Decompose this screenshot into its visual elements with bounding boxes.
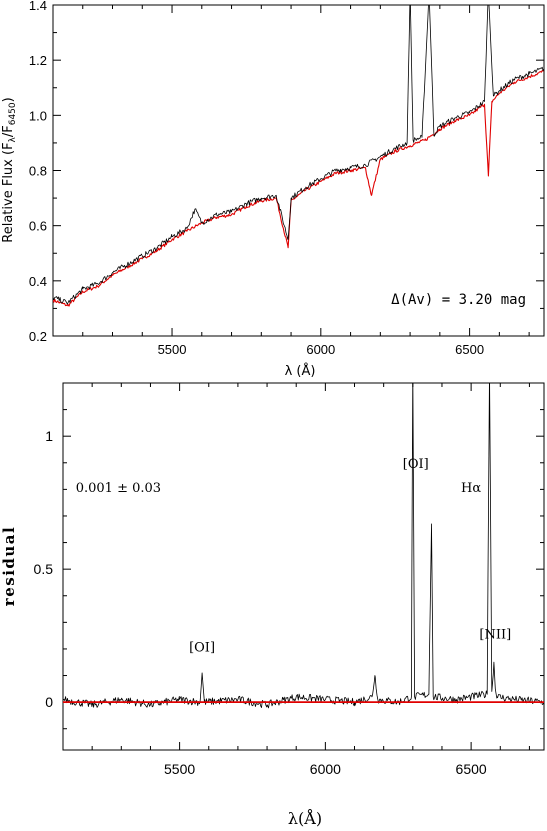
line-annotation: [OI] bbox=[189, 641, 215, 656]
bottom-plot-frame bbox=[62, 382, 545, 751]
x-tick-label: 6500 bbox=[455, 342, 484, 357]
bottom-y-axis-label: residual bbox=[0, 526, 18, 606]
top-ticks: 5500 6000 6500 0.2 0.4 0.6 0.8 1.0 1.2 1.4 bbox=[29, 0, 544, 357]
y-tick-label: 1.0 bbox=[29, 108, 47, 123]
y-tick-label: 1.4 bbox=[29, 0, 47, 13]
y-tick-label: 1.2 bbox=[29, 53, 47, 68]
line-annotation: Hα bbox=[461, 481, 481, 496]
line-annotation: [NII] bbox=[479, 627, 511, 642]
observed-spectrum-line bbox=[53, 5, 544, 305]
top-series-group bbox=[53, 5, 544, 307]
ylabel-sub-6450: 6450 bbox=[8, 102, 18, 125]
top-plot-frame bbox=[52, 4, 545, 337]
y-tick-label: 0.4 bbox=[29, 274, 47, 289]
y-tick-label: 0.6 bbox=[29, 219, 47, 234]
ylabel-part-2: /F bbox=[1, 125, 16, 137]
observed-spectrum-line bbox=[63, 383, 544, 709]
ylabel-part-3: ) bbox=[1, 97, 16, 102]
top-panel: 5500 6000 6500 0.2 0.4 0.6 0.8 1.0 1.2 1.4 Δ(Av) … bbox=[1, 0, 545, 379]
y-tick-label: 0 bbox=[45, 694, 53, 710]
bottom-x-axis-label: λ(Å) bbox=[288, 808, 322, 828]
y-tick-label: 0.8 bbox=[29, 164, 47, 179]
y-tick-label: 0.2 bbox=[29, 329, 47, 344]
x-tick-label: 5500 bbox=[158, 342, 187, 357]
bottom-panel: 5500 6000 6500 0 0.5 1 0.001 ± 0.03 [OI] [OI] Hα… bbox=[0, 382, 545, 828]
top-x-axis-label: λ (Å) bbox=[285, 363, 316, 379]
ylabel-part-1: Relative Flux (F bbox=[1, 142, 16, 242]
line-annotation: [OI] bbox=[403, 457, 429, 472]
bottom-series-group bbox=[63, 383, 544, 709]
line-annotation: 0.001 ± 0.03 bbox=[76, 481, 161, 496]
ylabel-sub-lambda: λ bbox=[8, 136, 18, 142]
x-tick-label: 5500 bbox=[164, 761, 195, 777]
model-spectrum-line bbox=[53, 70, 544, 307]
x-tick-label: 6000 bbox=[306, 342, 335, 357]
y-tick-label: 1 bbox=[45, 428, 53, 444]
x-tick-label: 6500 bbox=[456, 761, 487, 777]
y-tick-label: 0.5 bbox=[34, 561, 54, 577]
bottom-annotations: 0.001 ± 0.03 [OI] [OI] Hα [NII] bbox=[76, 457, 511, 656]
extinction-annotation: Δ(Av) = 3.20 mag bbox=[391, 292, 526, 308]
x-tick-label: 6000 bbox=[310, 761, 341, 777]
bottom-ticks: 5500 6000 6500 0 0.5 1 bbox=[34, 382, 544, 777]
top-y-axis-label: Relative Flux (Fλ/F6450) bbox=[1, 97, 18, 242]
